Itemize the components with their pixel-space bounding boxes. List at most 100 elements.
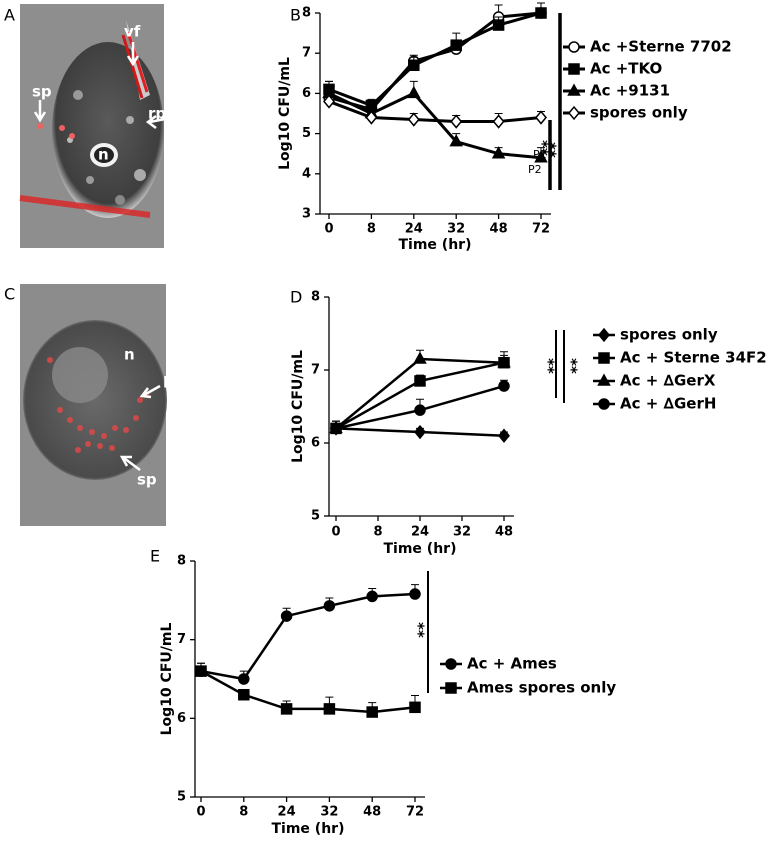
series-line [328, 91, 542, 160]
x-tick-label: 24 [405, 222, 423, 237]
series-line [328, 11, 542, 108]
marker [498, 428, 510, 443]
marker [280, 703, 293, 715]
legend-marker [598, 398, 610, 410]
y-axis-title: Log10 CFU/mL [159, 623, 175, 736]
x-tick-label: 0 [196, 805, 205, 820]
marker [365, 110, 378, 125]
x-tick-label: 0 [324, 222, 333, 237]
legend-marker [597, 373, 611, 386]
series-line [200, 670, 416, 714]
x-tick-label: 8 [367, 222, 376, 237]
x-tick-label: 48 [363, 805, 381, 820]
x-tick-label: 0 [331, 525, 340, 540]
marker [492, 114, 505, 129]
marker [414, 404, 426, 416]
annotation: ** [410, 622, 428, 638]
series-line [335, 361, 505, 430]
y-tick-label: 7 [311, 363, 320, 378]
image-label: n [124, 346, 135, 364]
x-axis-title: Time (hr) [384, 541, 457, 557]
marker [492, 19, 505, 31]
series-line [328, 100, 542, 124]
marker [407, 85, 421, 99]
legend-label: Ames spores only [467, 679, 616, 697]
marker [414, 375, 426, 387]
y-tick-label: 8 [311, 290, 320, 305]
image-label: sp [32, 83, 52, 101]
y-tick-label: 5 [302, 126, 311, 141]
x-tick-label: 24 [278, 805, 296, 820]
x-tick-label: 8 [239, 805, 248, 820]
y-tick-label: 4 [302, 166, 311, 181]
legend-label: Ac +9131 [590, 82, 670, 100]
legend-label: spores only [590, 104, 688, 122]
y-axis-title: Log10 CFU/mL [290, 350, 306, 463]
marker [449, 134, 463, 147]
x-tick-label: 48 [495, 525, 513, 540]
annotation: ** [540, 358, 558, 374]
x-tick-label: 32 [320, 805, 338, 820]
y-tick-label: 7 [177, 632, 186, 647]
annotation: ** [542, 142, 560, 158]
legend-label: Ac + ∆GerH [620, 395, 716, 413]
legend-marker [568, 63, 580, 75]
image-label: vf [124, 23, 141, 41]
marker [195, 665, 207, 677]
legend-marker [598, 352, 610, 364]
legend-label: Ac + Sterne 34F2 [620, 349, 767, 367]
marker [498, 380, 510, 392]
marker [450, 39, 462, 51]
marker [323, 94, 335, 109]
image-label: rp [148, 105, 166, 123]
marker [238, 688, 250, 701]
x-tick-label: 72 [406, 805, 424, 820]
y-tick-label: 6 [302, 86, 311, 101]
y-tick-label: 7 [302, 46, 311, 61]
x-tick-label: 24 [411, 525, 429, 540]
x-tick-label: 32 [453, 525, 471, 540]
legend-marker [567, 83, 581, 96]
marker [413, 351, 427, 364]
y-tick-label: 5 [177, 790, 186, 805]
marker [323, 600, 336, 612]
marker [409, 701, 421, 714]
legend-label: Ac + Ames [467, 655, 557, 673]
legend-marker [568, 105, 580, 121]
marker [238, 673, 250, 685]
panel-label: D [290, 288, 302, 307]
y-tick-label: 6 [311, 436, 320, 451]
panel-label: C [4, 285, 15, 304]
legend-label: Ac +Sterne 7702 [590, 38, 732, 56]
panel-label: A [4, 6, 15, 25]
y-axis-title: Log10 CFU/mL [277, 57, 293, 170]
y-tick-label: 3 [302, 207, 311, 222]
x-axis-title: Time (hr) [399, 237, 472, 253]
series-line [328, 11, 542, 112]
image-label: sp [137, 471, 157, 489]
legend-label: Ac +TKO [590, 60, 662, 78]
annotation: ** [563, 358, 581, 374]
marker [535, 7, 547, 19]
micrograph-c: p n sp [20, 284, 174, 526]
marker [535, 110, 547, 125]
marker [366, 706, 378, 718]
y-tick-label: 8 [302, 6, 311, 21]
legend-marker [445, 658, 457, 670]
marker [497, 355, 511, 368]
marker [409, 588, 421, 600]
legend-marker [445, 682, 457, 694]
marker [323, 703, 336, 715]
legend-label: spores only [620, 326, 718, 344]
x-tick-label: 8 [373, 525, 382, 540]
image-label: p [163, 371, 174, 389]
legend-marker [568, 41, 580, 53]
marker [280, 610, 293, 622]
marker [408, 59, 420, 72]
marker [366, 590, 378, 603]
legend-marker [598, 327, 610, 343]
marker [491, 146, 506, 159]
marker [407, 112, 420, 127]
annotation: P2 [528, 163, 542, 176]
